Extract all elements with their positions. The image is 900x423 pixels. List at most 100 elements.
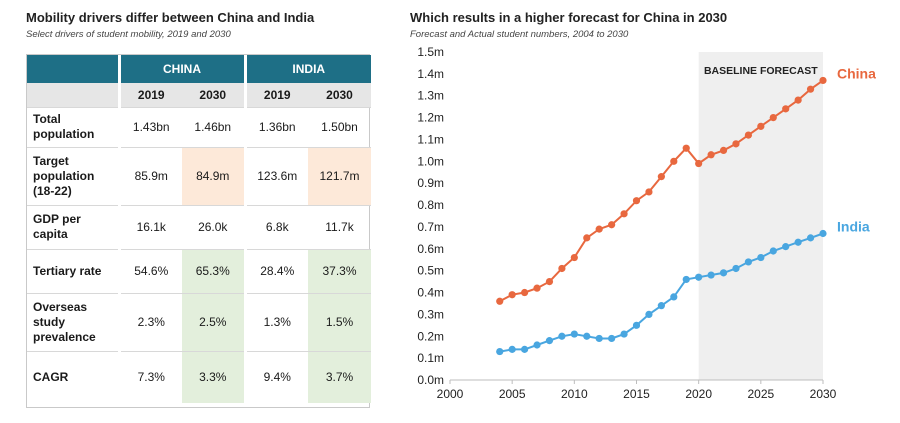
y-tick-label: 0.7m — [417, 220, 444, 234]
cell-china-2030: 65.3% — [182, 249, 245, 294]
chart-subtitle: Forecast and Actual student numbers, 200… — [410, 29, 629, 40]
cell-china-2030: 26.0k — [182, 205, 245, 250]
data-point-india — [632, 321, 641, 329]
cell-india-2030: 121.7m — [308, 147, 372, 206]
data-point-india — [645, 310, 653, 318]
data-point-india — [620, 330, 628, 338]
y-tick-label: 1.0m — [417, 154, 444, 168]
data-point-china — [769, 114, 777, 122]
data-point-india — [806, 234, 815, 242]
data-point-india — [558, 332, 566, 340]
row-label: Target population (18-22) — [27, 147, 119, 206]
data-point-china — [508, 291, 516, 299]
cell-china-2019: 2.3% — [117, 293, 182, 352]
table-row-cagr: CAGR 7.3% 3.3% 9.4% 3.7% — [27, 351, 372, 403]
cell-india-2019: 28.4% — [243, 249, 308, 294]
data-point-china — [744, 131, 753, 139]
cell-china-2019: 7.3% — [117, 351, 182, 403]
data-point-china — [570, 253, 578, 262]
y-tick-label: 1.3m — [417, 89, 444, 103]
year-india-2030: 2030 — [308, 83, 372, 108]
data-point-india — [657, 302, 665, 310]
chart-title: Which results in a higher forecast for C… — [410, 10, 728, 25]
cell-china-2019: 1.43bn — [117, 107, 182, 148]
data-point-china — [794, 96, 802, 104]
cell-india-2019: 1.36bn — [243, 107, 308, 148]
y-tick-label: 0.0m — [417, 373, 444, 387]
data-point-india — [570, 330, 578, 338]
series-label-india: India — [837, 218, 870, 234]
data-point-india — [521, 345, 529, 353]
data-point-china — [719, 146, 728, 154]
row-label: Overseas study prevalence — [27, 293, 119, 352]
data-point-china — [545, 278, 554, 286]
y-tick-label: 0.2m — [417, 329, 444, 343]
table-group-header: CHINA INDIA — [27, 55, 372, 83]
data-point-china — [819, 76, 827, 85]
data-point-china — [682, 144, 690, 152]
y-tick-label: 1.1m — [417, 132, 444, 146]
y-tick-label: 0.6m — [417, 242, 444, 256]
x-tick-label: 2000 — [437, 387, 464, 401]
table-subtitle: Select drivers of student mobility, 2019… — [26, 29, 231, 40]
header-blank-cell — [27, 55, 119, 83]
header-india: INDIA — [243, 55, 372, 83]
data-point-china — [608, 221, 616, 229]
year-india-2019: 2019 — [243, 83, 308, 108]
row-label: Total population — [27, 107, 119, 148]
forecast-band — [698, 52, 823, 380]
data-point-india — [496, 347, 504, 356]
cell-china-2030: 3.3% — [182, 351, 245, 403]
table-row-overseas-study: Overseas study prevalence 2.3% 2.5% 1.3%… — [27, 293, 372, 352]
table-title: Mobility drivers differ between China an… — [26, 10, 315, 25]
data-point-india — [794, 238, 802, 246]
data-point-india — [719, 269, 728, 277]
data-point-china — [806, 85, 815, 93]
cell-india-2019: 1.3% — [243, 293, 308, 352]
data-point-china — [496, 297, 504, 305]
cell-india-2030: 11.7k — [308, 205, 372, 250]
x-tick-label: 2005 — [499, 387, 526, 401]
header-china: CHINA — [117, 55, 245, 83]
row-label: GDP per capita — [27, 205, 119, 250]
data-point-india — [682, 275, 690, 284]
chart-panel: Which results in a higher forecast for C… — [410, 10, 727, 40]
data-point-china — [645, 188, 653, 196]
y-tick-label: 1.2m — [417, 111, 444, 125]
data-point-china — [558, 264, 566, 273]
y-tick-label: 0.4m — [417, 286, 444, 300]
cell-china-2030: 84.9m — [182, 147, 245, 206]
data-point-china — [757, 122, 765, 130]
data-point-india — [732, 264, 740, 273]
y-tick-label: 1.4m — [417, 67, 444, 81]
forecast-band-label: BASELINE FORECAST — [704, 65, 818, 77]
x-tick-label: 2020 — [685, 387, 712, 401]
y-tick-label: 0.5m — [417, 264, 444, 278]
table-year-header: 2019 2030 2019 2030 — [27, 83, 372, 108]
data-point-india — [608, 334, 616, 343]
data-point-india — [533, 341, 541, 349]
cell-india-2030: 3.7% — [308, 351, 372, 403]
year-blank-cell — [27, 83, 119, 108]
data-point-india — [670, 293, 678, 301]
data-point-china — [632, 197, 641, 205]
x-tick-label: 2030 — [810, 387, 837, 401]
cell-china-2019: 16.1k — [117, 205, 182, 250]
cell-india-2030: 37.3% — [308, 249, 372, 294]
x-tick-label: 2010 — [561, 387, 588, 401]
data-point-china — [620, 210, 628, 218]
data-point-india — [744, 258, 753, 266]
cell-india-2019: 9.4% — [243, 351, 308, 403]
data-point-india — [819, 229, 827, 238]
cell-india-2030: 1.5% — [308, 293, 372, 352]
data-point-china — [732, 140, 740, 148]
data-point-china — [657, 173, 665, 181]
drivers-table-container: CHINA INDIA 2019 2030 2019 2030 Total po… — [26, 54, 372, 408]
year-china-2019: 2019 — [117, 83, 182, 108]
data-point-india — [583, 332, 591, 340]
data-point-china — [595, 225, 603, 233]
y-tick-label: 0.8m — [417, 198, 444, 212]
data-point-india — [782, 243, 790, 251]
data-point-india — [545, 337, 554, 345]
